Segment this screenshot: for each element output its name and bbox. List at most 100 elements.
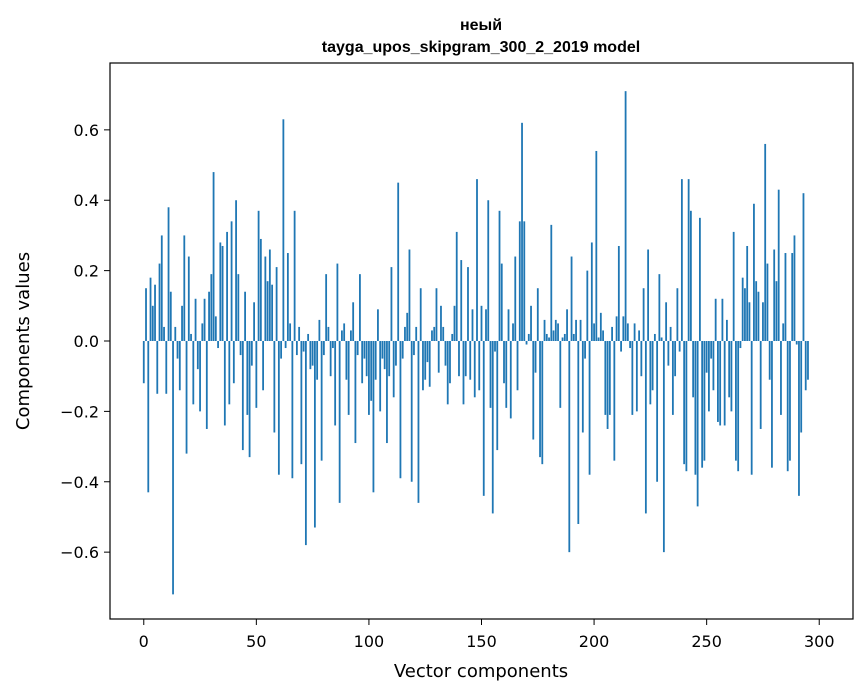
bar <box>588 341 591 475</box>
chart-title-line2: tayga_upos_skipgram_300_2_2019 model <box>322 39 640 56</box>
bar <box>458 341 460 377</box>
bar <box>149 277 152 341</box>
bar <box>784 253 787 341</box>
bar <box>370 341 373 401</box>
bar <box>257 210 260 341</box>
y-tick-label: 0.2 <box>74 262 99 281</box>
bar <box>237 274 240 341</box>
bar <box>332 341 334 349</box>
bar <box>671 341 674 415</box>
bar <box>676 288 679 341</box>
bar <box>451 333 454 341</box>
bar <box>518 221 521 341</box>
bar <box>431 330 433 341</box>
bar <box>680 179 683 341</box>
bar <box>275 267 278 341</box>
bar <box>176 341 179 359</box>
bar <box>469 341 472 380</box>
bar <box>255 341 258 408</box>
bar <box>156 341 159 394</box>
bar <box>500 263 503 341</box>
bar <box>365 341 368 377</box>
bar <box>728 341 731 398</box>
bar <box>532 341 535 440</box>
bar <box>557 323 559 341</box>
bar <box>726 319 728 341</box>
y-tick-label: 0.6 <box>74 121 99 140</box>
bar <box>316 341 319 380</box>
bar <box>392 341 395 398</box>
bar <box>449 341 451 384</box>
bar <box>406 312 409 341</box>
bar <box>498 210 501 341</box>
bar <box>372 341 375 493</box>
bar <box>226 231 228 341</box>
bar <box>489 341 492 408</box>
bar <box>802 193 805 341</box>
bar <box>575 319 577 341</box>
x-tick-label: 300 <box>804 632 835 651</box>
bar <box>368 341 370 415</box>
bar <box>626 323 629 341</box>
bar <box>665 302 668 341</box>
bar <box>217 341 219 349</box>
y-axis-label: Components values <box>13 252 34 430</box>
bar <box>390 267 393 341</box>
bar <box>782 323 785 341</box>
bar <box>291 341 294 479</box>
bar <box>755 281 758 341</box>
bar <box>703 341 706 461</box>
bar <box>593 323 595 341</box>
bar <box>699 217 701 341</box>
bar <box>419 288 422 341</box>
bar <box>311 341 314 366</box>
bar <box>807 341 809 380</box>
y-tick-label: −0.6 <box>60 543 99 562</box>
bar <box>422 341 424 391</box>
bar <box>388 341 391 377</box>
bar <box>615 316 618 341</box>
bar <box>325 274 328 341</box>
bar <box>347 341 350 415</box>
bar <box>798 341 800 496</box>
bar <box>730 341 733 412</box>
bar <box>298 326 301 341</box>
bar <box>318 319 321 341</box>
bar <box>678 341 681 352</box>
bar <box>482 341 485 496</box>
bar <box>282 119 285 341</box>
bar <box>266 281 269 341</box>
bar <box>183 235 186 341</box>
x-tick-label: 0 <box>139 632 149 651</box>
bar <box>559 341 562 408</box>
bar <box>667 341 670 366</box>
bar <box>277 341 280 475</box>
bar <box>212 172 215 341</box>
bar <box>320 341 323 461</box>
bar <box>185 341 188 454</box>
bar <box>410 341 413 482</box>
bar <box>413 341 415 356</box>
bar <box>570 256 573 341</box>
bar <box>595 150 598 341</box>
bar <box>453 305 456 341</box>
bar <box>259 238 262 341</box>
bar <box>467 267 469 341</box>
bar <box>408 249 411 341</box>
bar <box>550 224 553 341</box>
bar <box>361 341 364 384</box>
bar <box>735 341 737 461</box>
bar <box>552 330 555 341</box>
bar <box>196 341 199 370</box>
bar <box>471 309 474 341</box>
bar <box>804 341 807 391</box>
bar <box>543 319 546 341</box>
bar <box>541 341 544 465</box>
bar <box>232 341 235 384</box>
bar <box>494 341 496 352</box>
bar <box>777 189 780 341</box>
bar <box>660 337 663 341</box>
bar <box>190 333 192 341</box>
bar <box>271 284 274 341</box>
bar <box>768 341 771 380</box>
